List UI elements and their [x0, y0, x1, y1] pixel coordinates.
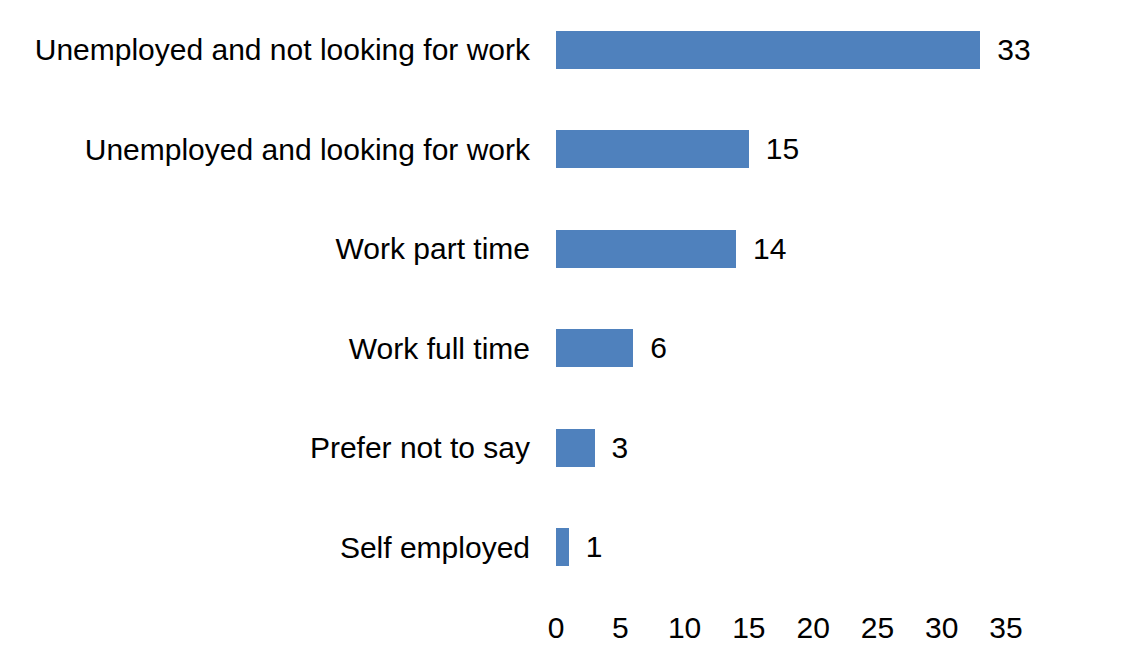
- x-axis-tick: 10: [668, 611, 701, 645]
- category-label: Work part time: [0, 232, 556, 265]
- bar-zone: 3: [556, 398, 1144, 498]
- bar-row: Prefer not to say 3: [0, 398, 1144, 498]
- bar-row: Work part time 14: [0, 199, 1144, 299]
- bar: [556, 329, 633, 367]
- x-axis-tick: 20: [796, 611, 829, 645]
- category-label: Unemployed and not looking for work: [0, 33, 556, 66]
- category-label: Prefer not to say: [0, 431, 556, 464]
- bar: [556, 31, 980, 69]
- bar: [556, 230, 736, 268]
- bar-zone: 1: [556, 498, 1144, 598]
- value-label: 14: [753, 232, 786, 266]
- bar-chart: Unemployed and not looking for work 33 U…: [0, 0, 1144, 670]
- bar-row: Self employed 1: [0, 498, 1144, 598]
- x-axis-tick: 15: [732, 611, 765, 645]
- value-label: 1: [586, 530, 603, 564]
- bar: [556, 429, 595, 467]
- value-label: 6: [650, 331, 667, 365]
- bar-row: Work full time 6: [0, 299, 1144, 399]
- category-label: Self employed: [0, 531, 556, 564]
- x-axis-tick: 35: [989, 611, 1022, 645]
- bar-zone: 15: [556, 100, 1144, 200]
- value-label: 15: [766, 132, 799, 166]
- x-axis-tick: 5: [612, 611, 629, 645]
- x-axis-tick: 25: [861, 611, 894, 645]
- x-axis-tick: 0: [548, 611, 565, 645]
- bar: [556, 528, 569, 566]
- x-axis: 0 5 10 15 20 25 30 35: [556, 597, 1144, 670]
- bar-row: Unemployed and not looking for work 33: [0, 0, 1144, 100]
- category-label: Unemployed and looking for work: [0, 133, 556, 166]
- x-axis-tick: 30: [925, 611, 958, 645]
- bar-rows: Unemployed and not looking for work 33 U…: [0, 0, 1144, 597]
- bar-zone: 6: [556, 299, 1144, 399]
- value-label: 3: [612, 431, 629, 465]
- category-label: Work full time: [0, 332, 556, 365]
- bar-zone: 14: [556, 199, 1144, 299]
- bar-row: Unemployed and looking for work 15: [0, 100, 1144, 200]
- bar: [556, 130, 749, 168]
- value-label: 33: [997, 33, 1030, 67]
- bar-zone: 33: [556, 0, 1144, 100]
